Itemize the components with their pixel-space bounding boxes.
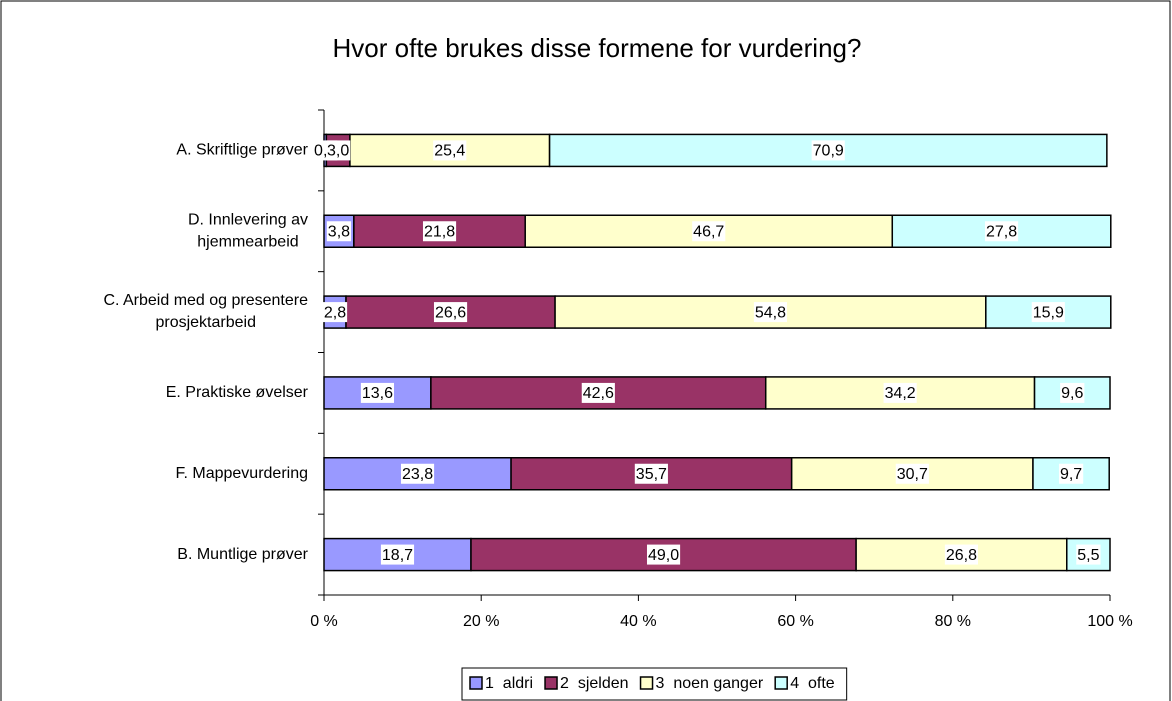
data-label-group: 2,8 [322, 302, 348, 323]
data-label: 42,6 [583, 385, 614, 402]
x-tick-label: 20 % [463, 613, 499, 630]
x-tick-label: 60 % [777, 613, 813, 630]
data-label: 49,0 [648, 547, 679, 564]
data-label-group: 26,8 [944, 544, 979, 565]
data-label: 35,7 [636, 466, 667, 483]
data-label: 34,2 [885, 385, 916, 402]
legend-label: 3 noen ganger [656, 675, 764, 692]
data-label: 70,9 [813, 143, 844, 160]
data-label-bg [422, 221, 457, 242]
data-label-group: 5,5 [1076, 544, 1101, 565]
data-label-group: 3,0 [326, 140, 351, 161]
data-label-bg [883, 382, 917, 403]
data-label-bg [634, 463, 668, 484]
data-label-bg [380, 544, 415, 565]
x-tick-label: 80 % [935, 613, 971, 630]
data-label-bg [646, 544, 681, 565]
legend-swatch [774, 676, 788, 690]
data-label-group: 54,8 [753, 302, 788, 323]
legend-swatch [469, 676, 483, 690]
data-label-bg [433, 140, 467, 161]
data-label-bg [1058, 463, 1084, 484]
data-label: 2,8 [324, 304, 346, 321]
chart-title: Hvor ofte brukes disse formene for vurde… [333, 33, 862, 63]
data-label: 15,9 [1033, 304, 1064, 321]
data-label-bg [581, 382, 615, 403]
data-label-bg [322, 302, 348, 323]
data-label: 26,6 [435, 304, 466, 321]
data-label: 46,7 [693, 223, 724, 240]
data-label-bg [753, 302, 788, 323]
data-label-bg [1031, 302, 1065, 323]
category-label: F. Mappevurdering [175, 465, 308, 482]
x-tick-label: 0 % [310, 613, 338, 630]
data-label-bg [692, 221, 726, 242]
x-tick-label: 40 % [620, 613, 656, 630]
data-label: 26,8 [946, 547, 977, 564]
data-label-group: 9,7 [1058, 463, 1084, 484]
data-label-group: 9,6 [1060, 382, 1085, 403]
x-tick-label: 100 % [1087, 613, 1132, 630]
data-label-group: 42,6 [581, 382, 615, 403]
data-label-bg [360, 382, 395, 403]
category-label: A. Skriftlige prøver [176, 142, 308, 159]
data-label-group: 70,9 [811, 140, 845, 161]
data-label: 13,6 [362, 385, 393, 402]
data-label: 18,7 [382, 547, 413, 564]
category-label: E. Praktiske øvelser [166, 384, 309, 401]
data-label-group: 15,9 [1031, 302, 1065, 323]
legend-swatch [544, 676, 558, 690]
data-label: 5,5 [1077, 547, 1099, 564]
data-label-bg [944, 544, 979, 565]
legend-label: 4 ofte [790, 675, 835, 692]
data-label-bg [984, 221, 1019, 242]
data-label-bg [433, 302, 468, 323]
data-label-group: 35,7 [634, 463, 668, 484]
data-label-group: 27,8 [984, 221, 1019, 242]
data-label-bg [1076, 544, 1101, 565]
legend-swatch [639, 676, 654, 690]
data-label-group: 49,0 [646, 544, 681, 565]
data-label-bg [400, 463, 435, 484]
data-label: 3,0 [327, 143, 349, 160]
data-label: 54,8 [755, 304, 786, 321]
data-label: 25,4 [434, 143, 465, 160]
data-label: 3,8 [328, 223, 350, 240]
data-label-group: 21,8 [422, 221, 457, 242]
data-label-group: 25,4 [433, 140, 467, 161]
data-label: 30,7 [897, 466, 928, 483]
legend-label: 2 sjelden [560, 675, 629, 692]
category-label: B. Muntlige prøver [177, 546, 308, 563]
data-label-bg [1060, 382, 1085, 403]
data-label-group: 26,6 [433, 302, 468, 323]
legend-label: 1 aldri [485, 675, 533, 692]
category-label: D. Innlevering av hjemmearbeid [188, 211, 308, 250]
data-label-group: 46,7 [692, 221, 726, 242]
legend: 1 aldri 2 sjelden 3 noen ganger 4 ofte [461, 667, 848, 701]
data-label-bg [895, 463, 929, 484]
data-label-group: 34,2 [883, 382, 917, 403]
data-label: 27,8 [986, 223, 1017, 240]
data-label-bg [811, 140, 845, 161]
data-label: 9,7 [1060, 466, 1082, 483]
data-label-bg [326, 221, 352, 242]
category-label: C. Arbeid med og presentere prosjektarbei… [103, 292, 308, 331]
data-label-group: 30,7 [895, 463, 929, 484]
data-label: 23,8 [402, 466, 433, 483]
data-label-group: 18,7 [380, 544, 415, 565]
data-label-group: 23,8 [400, 463, 435, 484]
data-label-bg [326, 140, 351, 161]
data-label: 9,6 [1061, 385, 1083, 402]
data-label-group: 13,6 [360, 382, 395, 403]
data-label-group: 3,8 [326, 221, 352, 242]
data-label: 21,8 [424, 223, 455, 240]
